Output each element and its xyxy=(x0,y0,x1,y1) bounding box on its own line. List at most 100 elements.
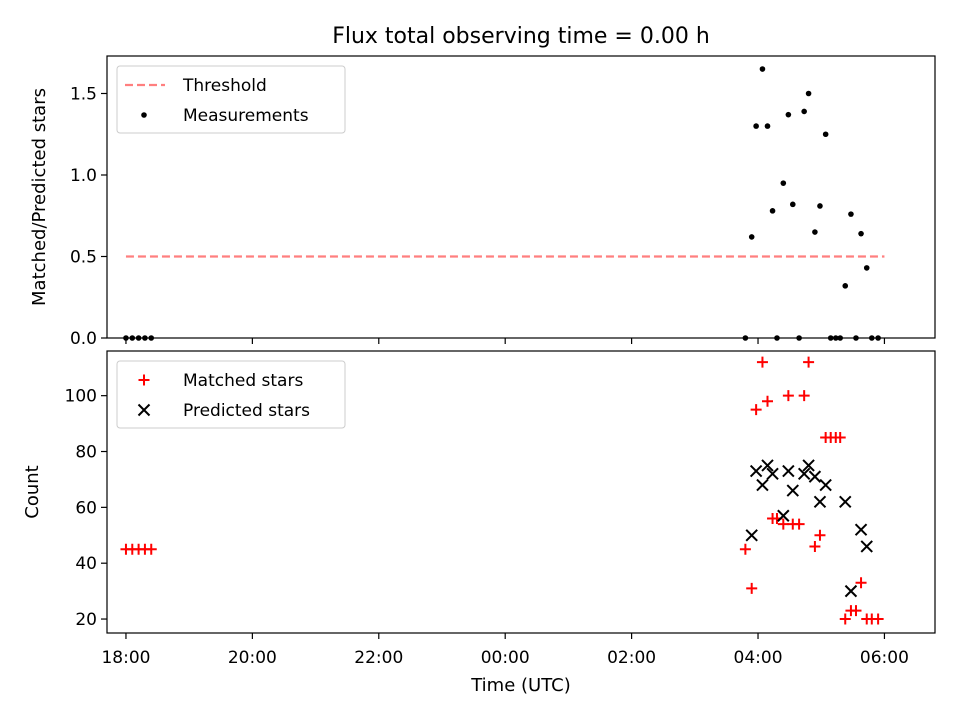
measurement-point xyxy=(848,211,854,217)
measurement-point xyxy=(842,283,849,289)
matched-star-point xyxy=(739,543,751,555)
y-tick-label: 40 xyxy=(75,554,97,574)
bottom-legend: Matched stars Predicted stars xyxy=(116,360,346,429)
bottom-axes: 20 40 60 80 100 18:00 20:00 22:00 00:00 02:00 04:… xyxy=(22,350,936,696)
x-axis-label: Time (UTC) xyxy=(470,675,571,696)
top-y-ticks: 0.0 0.5 1.0 1.5 xyxy=(70,84,107,349)
y-tick-label: 100 xyxy=(65,387,97,407)
measurement-point xyxy=(785,111,792,118)
top-legend: Threshold Measurements xyxy=(116,65,346,134)
bottom-axes-frame xyxy=(106,350,936,634)
measurement-point xyxy=(832,335,839,341)
measurement-point xyxy=(837,335,843,341)
predicted-star-point xyxy=(786,484,799,497)
y-tick-label: 0.5 xyxy=(70,247,97,267)
y-tick-label: 0.0 xyxy=(70,329,97,349)
legend-measurement-swatch xyxy=(141,112,147,118)
legend-label: Matched stars xyxy=(183,371,303,391)
legend-matched-swatch xyxy=(138,374,150,386)
matched-star-point xyxy=(756,356,768,368)
measurement-point xyxy=(764,123,771,129)
legend-label: Measurements xyxy=(183,106,309,126)
top-x-ticks xyxy=(125,338,886,344)
matched-star-point xyxy=(145,543,157,555)
predicted-star-point xyxy=(777,509,790,522)
predicted-star-point xyxy=(808,470,822,483)
predicted-star-point xyxy=(797,467,811,481)
measurement-point xyxy=(805,90,812,97)
y-tick-label: 20 xyxy=(75,610,97,630)
measurement-point xyxy=(875,335,881,341)
matched-star-point xyxy=(855,577,867,589)
measurement-point xyxy=(123,335,129,341)
measurement-point xyxy=(774,335,780,341)
matched-star-point xyxy=(809,540,821,552)
matched-star-point xyxy=(814,529,826,541)
x-tick-label: 00:00 xyxy=(481,648,530,668)
predicted-star-point xyxy=(766,467,779,481)
measurement-point xyxy=(858,230,864,237)
top-axes: 0.0 0.5 1.0 1.5 Matched/Predicted stars Thr… xyxy=(29,55,936,349)
top-plot-marks xyxy=(123,66,885,341)
measurement-point xyxy=(812,229,818,235)
predicted-star-point xyxy=(745,529,758,542)
measurement-point xyxy=(822,131,829,138)
measurement-point xyxy=(780,180,787,186)
measurement-point xyxy=(759,66,766,72)
matched-star-point xyxy=(872,613,884,625)
predicted-star-point xyxy=(844,584,858,598)
bottom-plot-marks xyxy=(120,356,884,625)
measurement-point xyxy=(769,208,776,214)
bottom-y-ticks: 20 40 60 80 100 xyxy=(65,387,107,630)
matched-star-point xyxy=(839,613,851,625)
measurement-point xyxy=(135,335,142,341)
y-tick-label: 60 xyxy=(75,498,97,518)
measurement-point xyxy=(863,265,870,271)
chart-title: Flux total observing time = 0.00 h xyxy=(332,24,710,49)
measurement-point xyxy=(742,335,749,341)
x-tick-label: 22:00 xyxy=(354,648,403,668)
bottom-y-axis-label: Count xyxy=(22,465,43,518)
measurement-point xyxy=(748,234,755,240)
measurement-point xyxy=(148,335,155,341)
predicted-star-point xyxy=(761,459,774,472)
predicted-star-point xyxy=(839,495,852,508)
legend-label: Threshold xyxy=(182,76,267,96)
matched-star-point xyxy=(782,390,794,402)
measurement-point xyxy=(796,335,802,341)
measurement-point xyxy=(853,335,859,341)
x-tick-label: 02:00 xyxy=(607,648,656,668)
predicted-star-point xyxy=(802,459,815,472)
x-tick-label: 20:00 xyxy=(228,648,277,668)
matched-star-point xyxy=(750,404,762,416)
x-tick-label: 04:00 xyxy=(734,648,783,668)
matched-star-point xyxy=(850,605,862,617)
measurement-point xyxy=(801,108,807,115)
x-tick-label: 06:00 xyxy=(860,648,909,668)
measurement-point xyxy=(868,335,875,341)
measurement-point xyxy=(789,201,796,208)
legend-box xyxy=(116,65,346,134)
y-tick-label: 1.0 xyxy=(70,166,97,186)
y-tick-label: 1.5 xyxy=(70,84,97,104)
matched-star-point xyxy=(793,518,805,530)
measurement-point xyxy=(817,203,823,209)
matched-star-point xyxy=(746,582,758,594)
measurement-point xyxy=(142,335,148,341)
predicted-star-point xyxy=(813,495,827,508)
predicted-star-point xyxy=(860,540,873,553)
matched-star-point xyxy=(803,356,815,368)
matched-star-point xyxy=(777,518,789,530)
bottom-x-ticks: 18:00 20:00 22:00 00:00 02:00 04:00 06:00 xyxy=(101,633,909,668)
measurement-point xyxy=(129,335,136,341)
x-tick-label: 18:00 xyxy=(101,648,150,668)
predicted-star-point xyxy=(854,523,868,536)
top-y-axis-label: Matched/Predicted stars xyxy=(29,88,50,306)
top-axes-frame xyxy=(106,55,936,339)
matched-star-point xyxy=(834,432,846,444)
legend-predicted-swatch xyxy=(137,403,151,417)
legend-label: Predicted stars xyxy=(183,401,310,421)
predicted-star-point xyxy=(749,464,763,478)
predicted-star-point xyxy=(819,478,832,492)
